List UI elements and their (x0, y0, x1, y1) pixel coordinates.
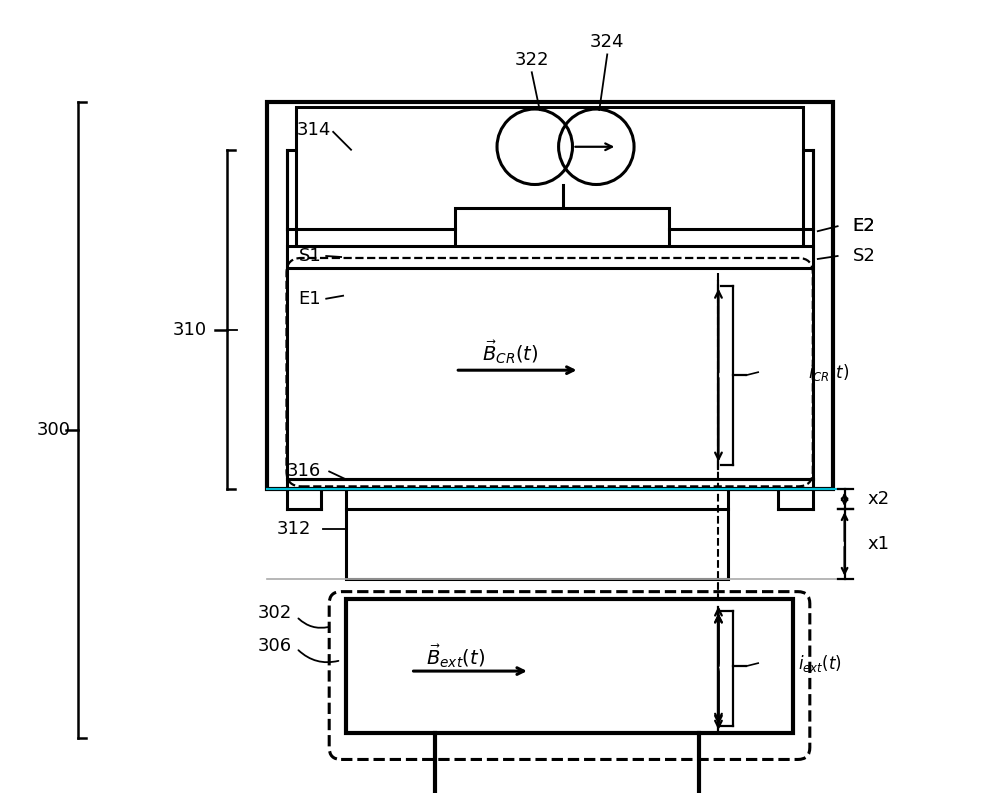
Text: 324: 324 (590, 33, 624, 52)
Bar (346, 599, 793, 732)
Text: 314: 314 (297, 121, 331, 139)
Text: S2: S2 (853, 247, 875, 265)
Bar (455, 209, 669, 251)
Bar (296, 107, 803, 251)
Text: E2: E2 (853, 217, 875, 235)
Text: 322: 322 (515, 52, 549, 69)
Text: 312: 312 (277, 520, 311, 538)
Text: $\vec{B}_{CR}(t)$: $\vec{B}_{CR}(t)$ (482, 338, 538, 366)
Text: 302: 302 (257, 604, 291, 622)
Text: $i_{CR}(t)$: $i_{CR}(t)$ (808, 361, 849, 383)
Text: x2: x2 (867, 490, 890, 509)
Text: E2: E2 (853, 217, 875, 235)
Text: x1: x1 (867, 535, 889, 553)
Text: 300: 300 (37, 421, 71, 439)
Text: 310: 310 (173, 322, 207, 339)
Text: $\vec{B}_{ext}(t)$: $\vec{B}_{ext}(t)$ (426, 642, 485, 670)
Bar (287, 150, 813, 479)
Bar (287, 246, 813, 268)
Text: 306: 306 (257, 638, 291, 655)
Bar (267, 102, 833, 490)
Text: $i_{ext}(t)$: $i_{ext}(t)$ (798, 653, 842, 673)
Bar (346, 509, 728, 579)
Text: E1: E1 (299, 290, 321, 308)
Text: S1: S1 (299, 247, 321, 265)
Text: 316: 316 (287, 462, 321, 481)
